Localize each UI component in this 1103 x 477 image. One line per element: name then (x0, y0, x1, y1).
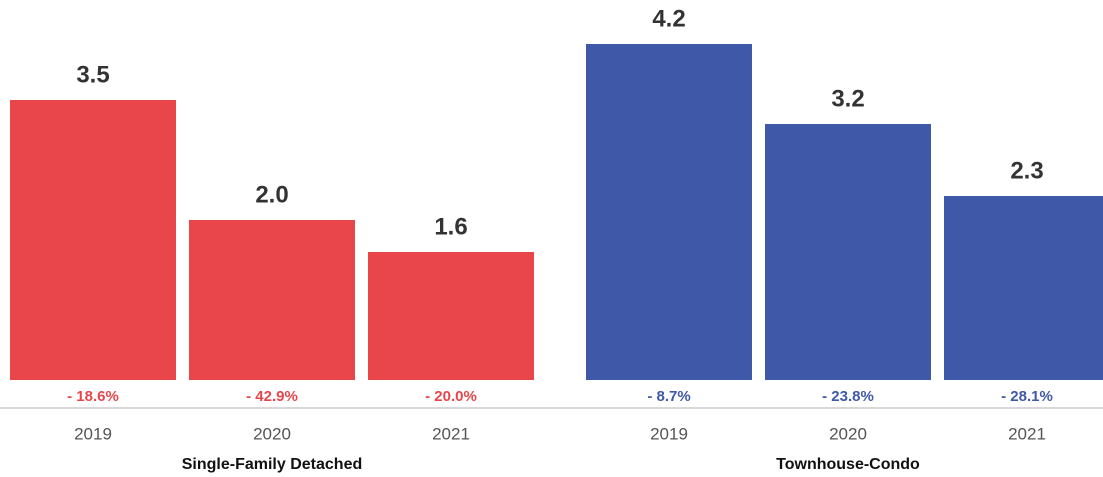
bar (10, 100, 176, 380)
value-label: 2.0 (255, 181, 288, 208)
value-label: 2.3 (1010, 157, 1043, 184)
bar (189, 220, 355, 380)
bar (586, 44, 752, 380)
bar (368, 252, 534, 380)
change-label: - 28.1% (1001, 388, 1053, 405)
bar (765, 124, 931, 380)
x-tick-label: 2020 (253, 424, 291, 443)
group-label: Townhouse-Condo (776, 456, 920, 473)
x-tick-label: 2021 (1008, 424, 1046, 443)
x-tick-label: 2019 (650, 424, 688, 443)
x-tick-label: 2021 (432, 424, 470, 443)
bar (944, 196, 1103, 380)
value-label: 4.2 (652, 5, 685, 32)
change-label: - 20.0% (425, 388, 477, 405)
change-label: - 42.9% (246, 388, 298, 405)
value-label: 1.6 (434, 213, 467, 240)
change-label: - 18.6% (67, 388, 119, 405)
x-tick-label: 2020 (829, 424, 867, 443)
value-label: 3.2 (831, 85, 864, 112)
value-label: 3.5 (76, 61, 109, 88)
group-label: Single-Family Detached (182, 456, 363, 473)
x-tick-label: 2019 (74, 424, 112, 443)
change-label: - 23.8% (822, 388, 874, 405)
change-label: - 8.7% (647, 388, 690, 405)
